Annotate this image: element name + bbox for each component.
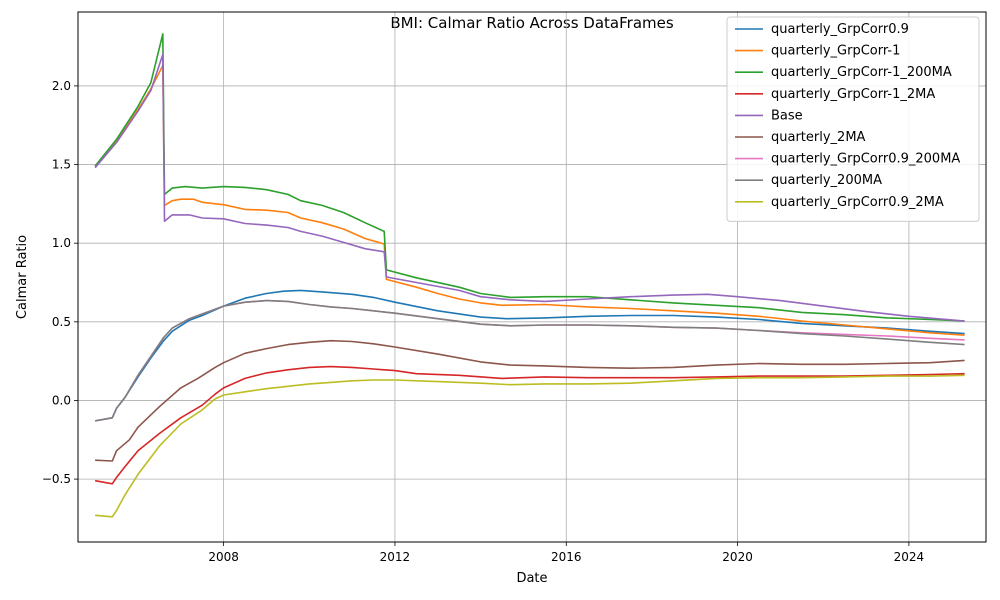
x-tick-label: 2012 xyxy=(380,550,411,564)
y-tick-label: 1.5 xyxy=(52,158,71,172)
series-line-quarterly_GrpCorr-1 xyxy=(94,64,965,336)
x-tick-label: 2016 xyxy=(551,550,582,564)
x-axis-ticks: 2008 2012 2016 2020 2024 xyxy=(208,542,924,564)
series-line-quarterly_GrpCorr-1_2MA xyxy=(94,365,965,485)
y-tick-label: 1.0 xyxy=(52,236,71,250)
legend-label: quarterly_GrpCorr-1_200MA xyxy=(771,65,952,80)
y-tick-label: 2.0 xyxy=(52,79,71,93)
x-tick-label: 2024 xyxy=(894,550,925,564)
series-line-quarterly_GrpCorr-1_200MA xyxy=(94,33,965,322)
series-line-quarterly_GrpCorr0.9_2MA xyxy=(95,374,965,518)
legend: quarterly_GrpCorr0.9 quarterly_GrpCorr-1q… xyxy=(726,16,980,222)
legend-label: quarterly_2MA xyxy=(771,130,866,145)
legend-label: quarterly_GrpCorr-1_2MA xyxy=(771,87,935,102)
plot-area-frame xyxy=(77,11,987,543)
y-tick-label: −0.5 xyxy=(42,472,71,486)
series-line-quarterly_2MA xyxy=(95,339,965,462)
legend-label: quarterly_GrpCorr-1 xyxy=(771,44,900,59)
legend-label: quarterly_200MA xyxy=(771,173,882,188)
x-tick-label: 2020 xyxy=(722,550,753,564)
series-line-Base xyxy=(94,53,965,322)
legend-label: quarterly_GrpCorr0.9 xyxy=(771,22,909,37)
x-axis-label: Date xyxy=(516,571,547,586)
y-tick-label: 0.5 xyxy=(52,315,71,329)
series-lines xyxy=(94,33,965,518)
x-tick-label: 2008 xyxy=(208,550,239,564)
legend-label: Base xyxy=(771,108,803,123)
y-axis-ticks: −0.5 0.0 0.5 1.0 1.5 2.0 xyxy=(42,79,78,486)
y-tick-label: 0.0 xyxy=(52,393,71,407)
chart-title: BMI: Calmar Ratio Across DataFrames xyxy=(390,14,674,32)
y-axis-label: Calmar Ratio xyxy=(15,235,30,319)
legend-frame xyxy=(726,16,980,222)
series-line-quarterly_GrpCorr0.9 xyxy=(94,289,965,422)
legend-label: quarterly_GrpCorr0.9_2MA xyxy=(771,195,944,210)
series-line-quarterly_200MA xyxy=(94,299,965,422)
legend-label: quarterly_GrpCorr0.9_200MA xyxy=(771,152,960,167)
